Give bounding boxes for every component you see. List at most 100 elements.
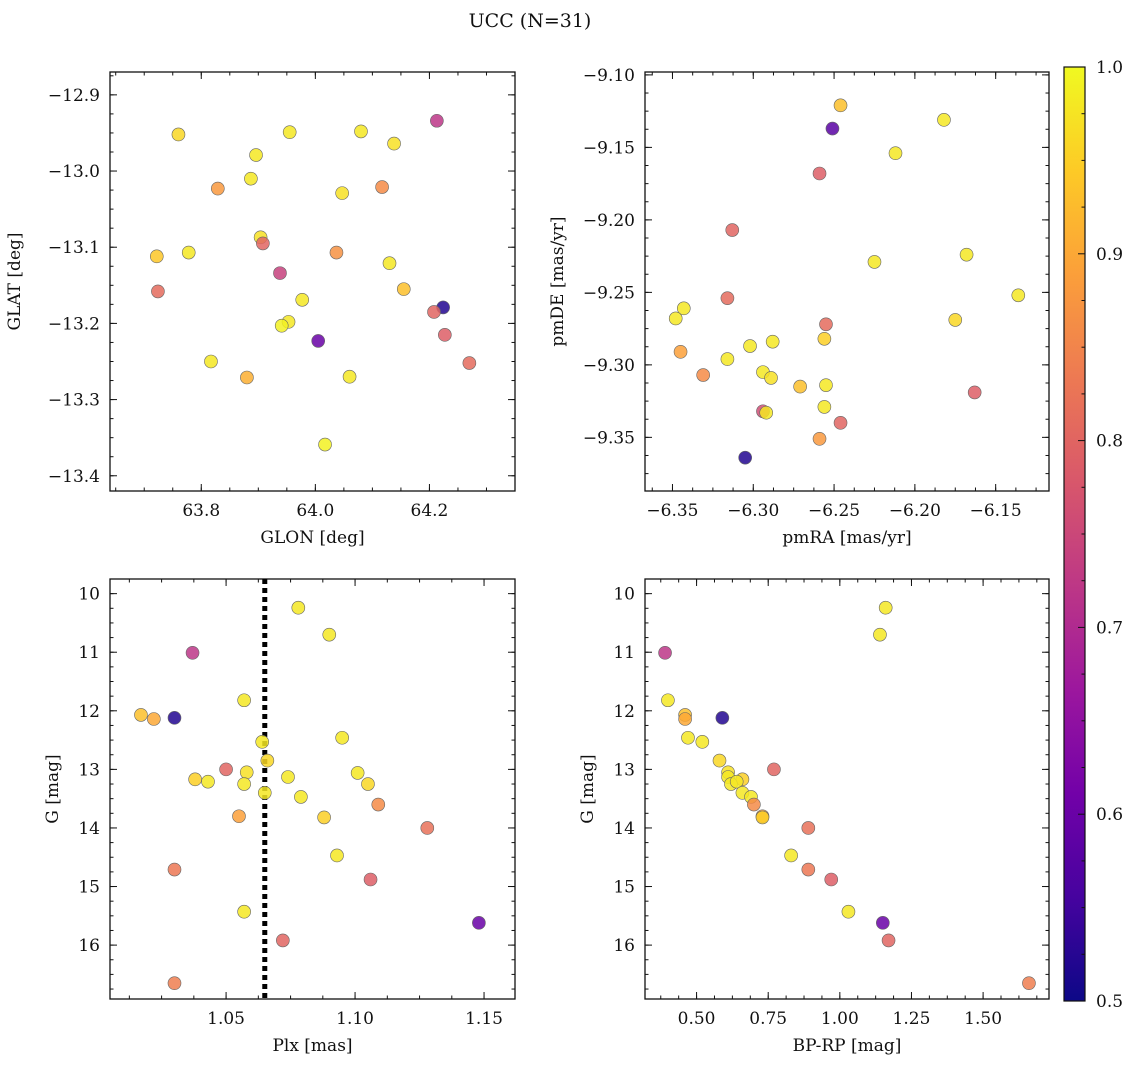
data-point bbox=[147, 712, 161, 726]
data-point bbox=[291, 600, 306, 615]
x-tick-label: −6.30 bbox=[727, 501, 779, 521]
panel-pm: −6.35 −6.30 −6.25 −6.20 −6.15 −9.10 −9.15 −9.20… bbox=[548, 66, 1050, 548]
data-point bbox=[167, 862, 182, 877]
panel-cmd: 0.50 0.75 1.00 1.25 1.50 10 11 12 13 14 15 16 BP-RP… bbox=[578, 578, 1050, 1056]
data-point bbox=[295, 292, 310, 307]
x-axis-label: BP-RP [mag] bbox=[793, 1036, 902, 1056]
data-point bbox=[819, 317, 833, 332]
colorbar-tick-label: 1.0 bbox=[1096, 58, 1123, 78]
data-point bbox=[335, 730, 349, 745]
x-tick-label: −6.15 bbox=[970, 501, 1022, 521]
data-point bbox=[151, 284, 165, 299]
data-point bbox=[825, 121, 840, 136]
data-point bbox=[696, 368, 710, 382]
y-tick-label: −12.9 bbox=[48, 86, 100, 106]
data-point bbox=[801, 821, 816, 835]
x-tick-label: 0.75 bbox=[749, 1009, 787, 1029]
data-point bbox=[715, 711, 730, 725]
data-point bbox=[201, 774, 215, 789]
colorbar-tick-label: 0.5 bbox=[1096, 992, 1123, 1012]
data-point bbox=[764, 371, 778, 385]
data-point bbox=[276, 933, 290, 948]
data-point bbox=[755, 810, 770, 825]
data-point bbox=[812, 166, 827, 181]
y-tick-label: 13 bbox=[78, 760, 100, 780]
x-tick-label: 64.2 bbox=[411, 501, 449, 521]
data-point bbox=[729, 774, 744, 789]
y-axis-label: GLAT [deg] bbox=[5, 232, 25, 330]
data-point bbox=[695, 735, 710, 749]
data-point bbox=[335, 186, 349, 200]
data-point bbox=[720, 291, 735, 305]
colorbar: 0.5 0.6 0.7 0.8 0.9 1.0 bbox=[1063, 58, 1123, 1012]
data-point bbox=[350, 766, 365, 780]
data-point bbox=[274, 318, 289, 333]
data-point bbox=[876, 916, 890, 930]
data-point bbox=[725, 223, 740, 237]
data-point bbox=[937, 113, 951, 127]
data-point bbox=[329, 245, 344, 260]
data-point bbox=[841, 904, 856, 919]
data-point bbox=[668, 311, 683, 326]
data-point bbox=[420, 821, 435, 835]
y-tick-label: 14 bbox=[78, 819, 100, 839]
panel-plx: 1.05 1.10 1.15 10 11 12 13 14 15 16 Plx [mas] G [… bbox=[43, 578, 516, 1056]
data-point bbox=[322, 627, 337, 642]
data-point bbox=[759, 405, 774, 420]
y-tick-label: −9.10 bbox=[583, 66, 635, 86]
data-point bbox=[239, 765, 254, 780]
plot-area: 0.50 0.75 1.00 1.25 1.50 10 11 12 13 14 15 16 bbox=[613, 578, 1050, 1029]
colorbar-tick-label: 0.7 bbox=[1096, 618, 1123, 638]
axes-frame bbox=[109, 578, 516, 1000]
y-tick-label: 12 bbox=[78, 702, 100, 722]
data-point bbox=[134, 708, 148, 722]
data-point bbox=[396, 282, 411, 296]
y-tick-label: −13.0 bbox=[48, 162, 100, 182]
axes-frame bbox=[109, 71, 516, 492]
x-tick-label: 63.8 bbox=[182, 501, 220, 521]
data-point bbox=[678, 712, 692, 726]
x-tick-label: 1.10 bbox=[336, 1009, 374, 1029]
y-tick-label: −13.4 bbox=[48, 467, 100, 487]
data-point bbox=[738, 450, 752, 465]
data-point bbox=[888, 146, 903, 160]
data-point bbox=[743, 339, 757, 353]
data-point bbox=[255, 735, 269, 749]
data-point bbox=[219, 762, 233, 777]
y-tick-label: 16 bbox=[613, 936, 635, 956]
data-point bbox=[260, 753, 275, 768]
data-point bbox=[1022, 976, 1036, 990]
data-point bbox=[867, 255, 882, 269]
data-point bbox=[371, 797, 386, 812]
x-tick-label: −6.20 bbox=[889, 501, 941, 521]
data-point bbox=[237, 904, 251, 919]
data-point bbox=[211, 181, 225, 196]
data-point bbox=[354, 124, 368, 139]
data-point bbox=[342, 369, 357, 384]
data-point bbox=[681, 730, 695, 745]
data-point bbox=[462, 356, 477, 370]
x-tick-label: 1.25 bbox=[893, 1009, 931, 1029]
colorbar-tick-label: 0.6 bbox=[1096, 805, 1123, 825]
data-point bbox=[256, 236, 270, 251]
plot-area: 63.8 64.0 64.2 −12.9 −13.0 −13.1 −13.2 −13.3 −13… bbox=[48, 71, 516, 521]
data-point bbox=[673, 345, 688, 359]
data-point bbox=[767, 762, 781, 777]
data-point bbox=[375, 180, 389, 194]
data-point bbox=[801, 862, 816, 877]
y-tick-label: 11 bbox=[78, 643, 100, 663]
y-axis-label: pmDE [mas/yr] bbox=[548, 216, 568, 346]
axes-frame bbox=[644, 71, 1050, 492]
y-tick-label: 16 bbox=[78, 936, 100, 956]
x-axis-label: pmRA [mas/yr] bbox=[782, 528, 911, 548]
colorbar-ticks: 0.5 0.6 0.7 0.8 0.9 1.0 bbox=[1078, 58, 1123, 1012]
y-tick-label: −9.30 bbox=[583, 356, 635, 376]
y-tick-label: −13.1 bbox=[48, 238, 100, 258]
data-point bbox=[237, 693, 251, 708]
y-tick-label: −9.35 bbox=[583, 428, 635, 448]
y-tick-label: 15 bbox=[78, 878, 100, 898]
data-point bbox=[661, 693, 675, 708]
data-point bbox=[167, 711, 182, 725]
y-tick-label: 12 bbox=[613, 702, 635, 722]
y-tick-label: 11 bbox=[613, 643, 635, 663]
